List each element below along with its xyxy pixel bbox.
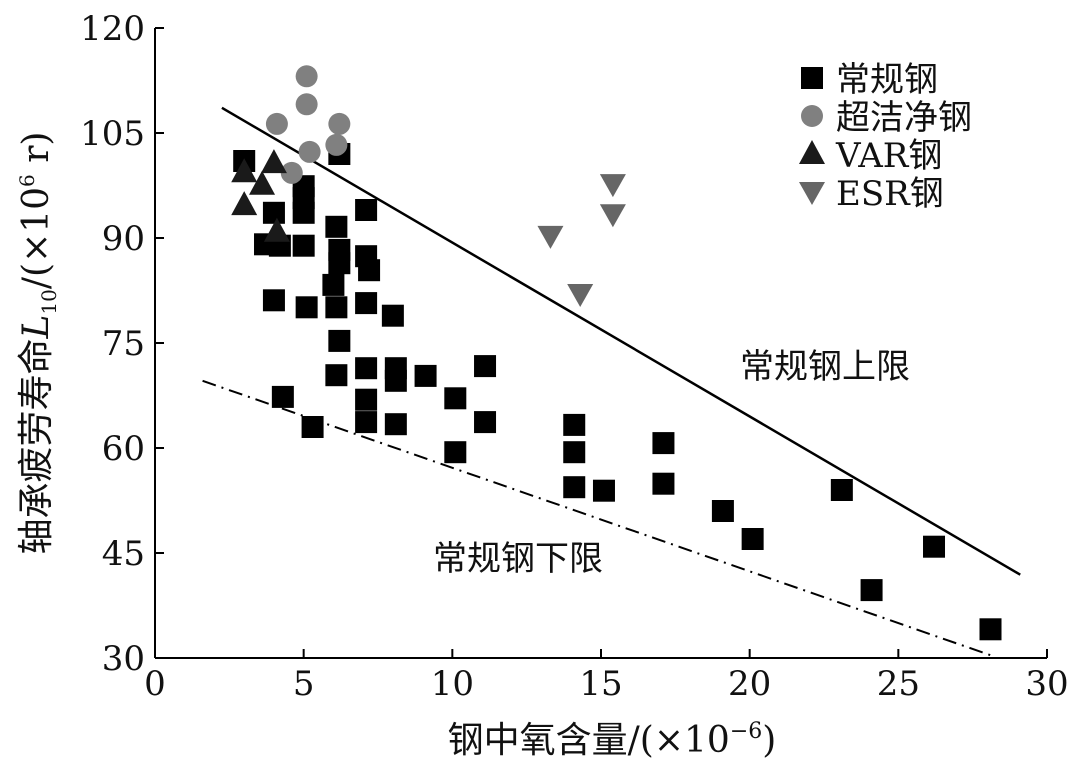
data-point-circle (298, 140, 321, 163)
legend-marker-square (801, 67, 823, 89)
data-point-square (381, 304, 404, 327)
data-point-square (325, 364, 348, 387)
y-tick-label: 105 (80, 114, 145, 154)
data-point-square (474, 411, 497, 434)
bound-line-upper (221, 106, 1021, 576)
data-point-square (830, 479, 853, 501)
x-tick-label: 20 (728, 664, 771, 704)
data-point-triangle-up (249, 170, 276, 195)
legend-label: 超洁净钢 (836, 98, 972, 138)
y-tick-label: 60 (102, 429, 145, 469)
x-tick-label: 30 (1025, 664, 1068, 704)
upper-bound-label: 常规钢上限 (740, 347, 910, 387)
x-tick-label: 10 (431, 664, 474, 704)
data-point-triangle-down (567, 284, 594, 307)
y-tick-label: 45 (102, 534, 145, 574)
data-point-square (322, 273, 345, 296)
data-point-square (355, 199, 378, 221)
data-point-triangle-down (599, 204, 626, 228)
y-tick-label: 75 (102, 324, 145, 364)
data-point-square (301, 416, 324, 438)
x-tick-label: 25 (877, 664, 920, 704)
data-point-square (292, 201, 315, 224)
data-point-circle (295, 65, 318, 88)
legend-label: 常规钢 (836, 60, 938, 100)
x-tick-label: 5 (293, 664, 315, 704)
x-tick-label: 0 (144, 664, 166, 704)
data-point-square (355, 411, 378, 434)
data-point-square (563, 441, 586, 464)
data-point-triangle-up (263, 217, 290, 242)
legend-label: VAR钢 (835, 136, 942, 176)
data-point-square (325, 296, 348, 319)
legend-marker-triangle-up (799, 140, 825, 164)
x-axis-label: 钢中氧含量/(×10−6) (448, 719, 777, 761)
data-point-square (358, 259, 381, 282)
data-point-square (923, 535, 946, 558)
data-point-square (563, 413, 586, 436)
data-point-square (860, 579, 883, 602)
y-tick-label: 120 (80, 9, 145, 49)
legend-label: ESR钢 (836, 174, 944, 214)
data-point-square (355, 357, 378, 380)
data-point-circle (265, 112, 288, 135)
y-tick-label: 30 (102, 639, 145, 679)
data-point-square (328, 252, 351, 275)
data-point-triangle-down (599, 174, 626, 198)
x-tick-label: 15 (579, 664, 622, 704)
data-point-triangle-up (231, 191, 258, 216)
data-point-square (652, 432, 675, 455)
data-point-square (563, 476, 586, 499)
data-point-square (325, 215, 348, 238)
y-tick-label: 90 (102, 219, 145, 259)
data-point-square (292, 234, 315, 257)
data-point-square (979, 618, 1002, 641)
data-point-square (295, 296, 318, 319)
data-point-square (355, 292, 378, 315)
data-point-triangle-down (537, 225, 564, 249)
data-point-square (711, 500, 734, 522)
data-point-circle (328, 112, 351, 135)
data-point-circle (325, 133, 348, 156)
data-point-triangle-up (231, 158, 258, 183)
data-point-triangle-up (260, 149, 287, 174)
legend-marker-circle (801, 105, 823, 127)
data-point-square (474, 355, 497, 378)
data-point-square (592, 479, 615, 502)
data-point-square (414, 364, 437, 387)
data-point-square (384, 413, 407, 436)
data-point-circle (295, 93, 318, 116)
data-point-square (262, 201, 285, 224)
lower-bound-label: 常规钢下限 (433, 539, 603, 579)
data-point-square (271, 385, 294, 408)
y-axis-label: 轴承疲劳寿命L10/(×106 r) (15, 132, 61, 555)
data-point-square (444, 441, 467, 464)
data-point-square (741, 528, 764, 550)
data-point-square (384, 369, 407, 392)
data-point-circle (280, 161, 303, 184)
data-point-square (355, 388, 378, 411)
data-point-square (262, 289, 285, 312)
data-point-square (652, 472, 675, 495)
legend-marker-triangle-down (799, 182, 825, 205)
data-point-square (328, 329, 351, 352)
data-point-square (444, 387, 467, 410)
